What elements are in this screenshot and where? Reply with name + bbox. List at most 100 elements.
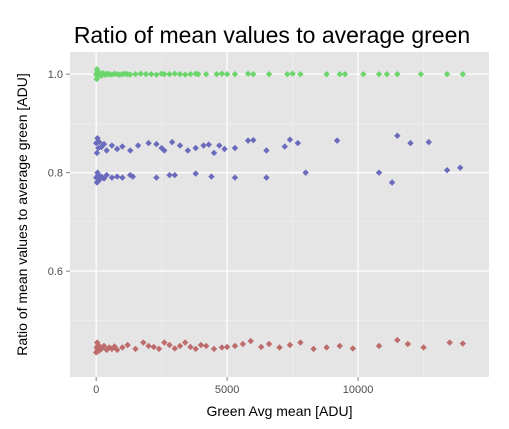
data-point bbox=[394, 336, 401, 344]
data-point bbox=[223, 70, 231, 78]
data-point bbox=[176, 342, 184, 350]
data-point bbox=[425, 138, 432, 146]
data-point bbox=[108, 142, 116, 149]
data-point bbox=[108, 174, 116, 181]
data-point bbox=[388, 179, 396, 186]
data-point bbox=[171, 70, 178, 77]
data-point bbox=[93, 149, 101, 157]
data-point bbox=[132, 70, 139, 78]
data-point bbox=[394, 70, 401, 78]
data-point bbox=[184, 147, 192, 154]
data-point bbox=[302, 169, 309, 176]
data-point bbox=[182, 339, 189, 346]
data-point bbox=[349, 345, 357, 352]
data-point bbox=[284, 70, 291, 78]
data-point bbox=[297, 339, 304, 346]
data-point bbox=[333, 137, 341, 144]
data-point bbox=[263, 147, 270, 154]
data-point bbox=[145, 139, 152, 147]
data-point bbox=[231, 342, 239, 350]
data-point bbox=[176, 142, 184, 149]
data-point bbox=[171, 171, 178, 179]
data-point bbox=[210, 149, 218, 157]
data-point bbox=[134, 142, 142, 149]
data-point bbox=[208, 173, 215, 180]
data-point bbox=[195, 70, 202, 78]
data-point bbox=[168, 138, 176, 146]
data-point bbox=[231, 174, 239, 181]
data-point bbox=[404, 340, 412, 348]
data-point bbox=[250, 136, 257, 144]
data-point bbox=[336, 70, 343, 78]
data-point bbox=[247, 337, 254, 345]
data-point bbox=[124, 341, 131, 349]
data-point bbox=[147, 70, 155, 78]
data-points bbox=[92, 66, 467, 356]
data-point bbox=[446, 339, 453, 346]
data-point bbox=[166, 171, 173, 179]
data-point bbox=[150, 343, 157, 351]
data-point bbox=[132, 345, 139, 353]
data-point bbox=[443, 70, 451, 78]
data-point bbox=[205, 141, 212, 148]
data-point bbox=[216, 142, 223, 149]
data-point bbox=[187, 70, 194, 78]
data-point bbox=[213, 70, 220, 78]
data-point bbox=[103, 147, 110, 154]
data-point bbox=[383, 70, 391, 78]
data-point bbox=[100, 342, 108, 350]
data-point bbox=[96, 176, 103, 184]
data-point bbox=[103, 171, 110, 179]
x-tick-label: 0 bbox=[93, 384, 99, 396]
x-tick-label: 10000 bbox=[343, 384, 374, 396]
data-point bbox=[294, 139, 302, 147]
data-point bbox=[113, 346, 121, 354]
x-axis-title: Green Avg mean [ADU] bbox=[206, 403, 352, 419]
data-point bbox=[289, 70, 296, 77]
data-point bbox=[119, 143, 126, 150]
data-point bbox=[244, 137, 252, 144]
data-point bbox=[166, 341, 173, 349]
data-point bbox=[113, 173, 121, 180]
data-point bbox=[360, 70, 367, 78]
data-point bbox=[286, 341, 294, 349]
data-point bbox=[210, 345, 218, 353]
chart-title: Ratio of mean values to average green bbox=[74, 22, 470, 48]
data-point bbox=[336, 342, 343, 350]
data-point bbox=[257, 343, 265, 351]
data-point bbox=[182, 71, 189, 78]
data-point bbox=[323, 344, 330, 351]
data-point bbox=[176, 70, 184, 78]
y-axis: 0.6 0.8 1.0 bbox=[48, 69, 70, 278]
data-point bbox=[145, 342, 152, 350]
data-point bbox=[137, 70, 144, 77]
data-point bbox=[375, 169, 383, 176]
data-point bbox=[192, 144, 199, 152]
data-point bbox=[218, 344, 226, 351]
data-point bbox=[155, 345, 163, 353]
y-tick-label: 0.8 bbox=[48, 168, 63, 180]
data-point bbox=[221, 145, 228, 153]
data-point bbox=[127, 147, 134, 154]
data-point bbox=[96, 138, 103, 146]
data-point bbox=[113, 145, 121, 153]
y-tick-label: 0.6 bbox=[48, 266, 63, 278]
data-point bbox=[153, 71, 160, 78]
x-axis: 0 5000 10000 bbox=[93, 377, 373, 396]
data-point bbox=[161, 70, 168, 78]
y-tick-label: 1.0 bbox=[48, 69, 63, 81]
data-point bbox=[202, 70, 210, 78]
data-point bbox=[281, 143, 288, 150]
data-point bbox=[192, 345, 199, 353]
data-point bbox=[142, 70, 150, 78]
data-point bbox=[187, 343, 194, 351]
data-point bbox=[166, 70, 173, 78]
data-point bbox=[129, 173, 137, 180]
data-point bbox=[407, 139, 414, 147]
data-point bbox=[119, 174, 126, 181]
data-point bbox=[192, 170, 199, 177]
data-point bbox=[127, 71, 134, 78]
data-point bbox=[153, 174, 160, 181]
data-point bbox=[158, 144, 165, 152]
data-point bbox=[459, 70, 467, 78]
